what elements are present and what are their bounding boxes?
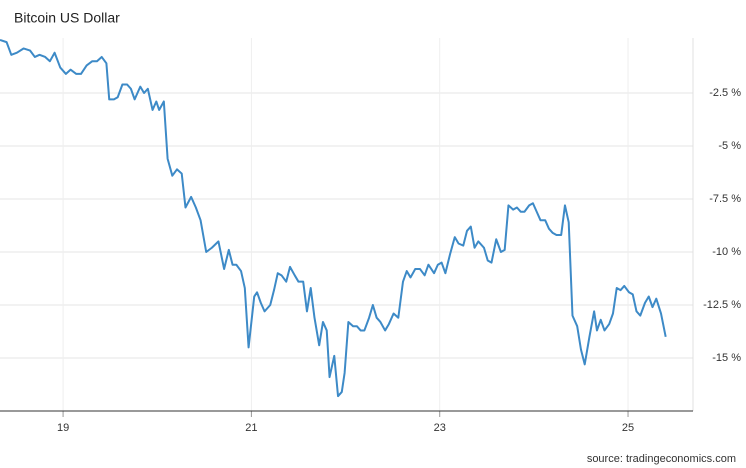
y-tick-label: -2.5 %: [709, 87, 741, 99]
x-tick-label: 21: [245, 422, 257, 434]
source-note: source: tradingeconomics.com: [587, 453, 736, 465]
x-tick-label: 19: [57, 422, 69, 434]
x-tick-label: 25: [622, 422, 634, 434]
y-tick-label: -12.5 %: [703, 299, 741, 311]
price-line: [0, 39, 667, 398]
y-tick-label: -5 %: [718, 140, 741, 152]
x-tick-label: 23: [434, 422, 446, 434]
chart-title: Bitcoin US Dollar: [14, 10, 120, 26]
y-tick-label: -10 %: [712, 246, 741, 258]
y-tick-label: -15 %: [712, 352, 741, 364]
y-tick-label: -7.5 %: [709, 193, 741, 205]
